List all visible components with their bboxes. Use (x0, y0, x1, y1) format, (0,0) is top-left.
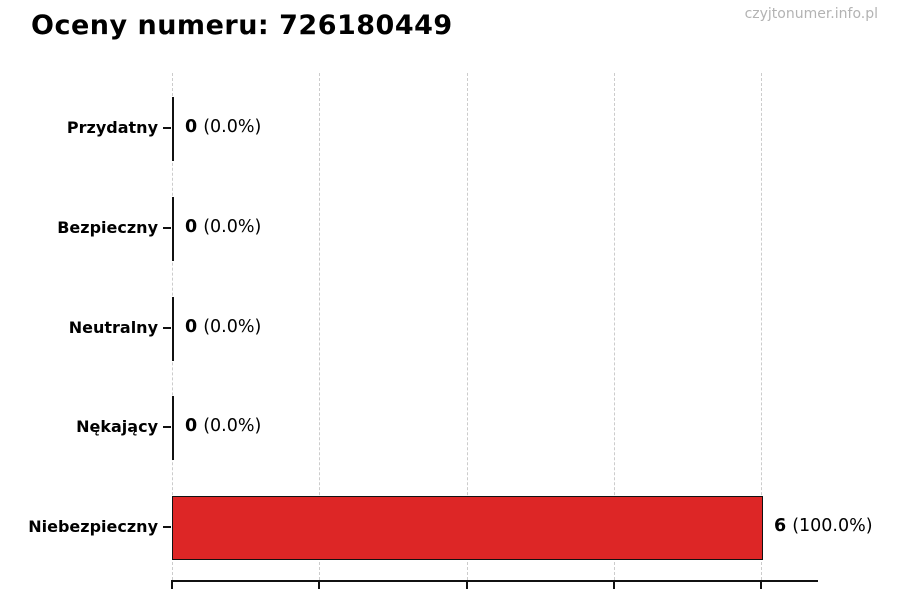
value-label: 6 (100.0%) (774, 516, 873, 536)
y-axis-tick (163, 326, 171, 329)
value-label: 0 (0.0%) (185, 216, 262, 237)
x-gridline (613, 73, 615, 580)
bar (172, 296, 174, 361)
x-axis-tick (318, 580, 321, 589)
category-label: Neutralny (68, 317, 158, 337)
value-count: 0 (185, 416, 198, 437)
value-count: 0 (185, 216, 198, 237)
category-label: Bezpieczny (57, 217, 158, 237)
value-count: 0 (185, 117, 198, 137)
x-axis-tick (171, 580, 173, 589)
value-percent: (0.0%) (203, 316, 262, 337)
x-axis-tick (612, 580, 615, 589)
y-axis-tick (163, 526, 171, 528)
value-count: 0 (185, 316, 198, 337)
category-label: Przydatny (66, 118, 158, 137)
bar (172, 97, 174, 161)
x-gridline (761, 73, 762, 580)
x-axis-tick (465, 580, 468, 589)
value-percent: (0.0%) (203, 117, 262, 137)
x-gridline (466, 73, 468, 580)
category-label: Niebezpieczny (28, 517, 158, 536)
x-gridline (319, 73, 321, 580)
bar (172, 496, 763, 560)
y-axis-tick (163, 426, 171, 429)
value-label: 0 (0.0%) (185, 117, 262, 137)
value-percent: (0.0%) (203, 216, 262, 237)
x-axis-line (172, 580, 818, 582)
value-percent: (0.0%) (203, 416, 262, 437)
bar (172, 396, 174, 461)
bar (172, 196, 174, 261)
value-label: 0 (0.0%) (185, 418, 261, 436)
watermark-text: czyjtonumer.info.pl (744, 6, 878, 22)
y-axis-tick (163, 226, 171, 229)
chart-title: Oceny numeru: 726180449 (31, 10, 453, 41)
x-axis-tick (760, 580, 762, 589)
category-label: Nękający (76, 417, 158, 437)
value-percent: (100.0%) (792, 516, 873, 536)
y-axis-tick (163, 127, 171, 129)
value-count: 6 (774, 516, 787, 536)
value-label: 0 (0.0%) (185, 316, 262, 337)
